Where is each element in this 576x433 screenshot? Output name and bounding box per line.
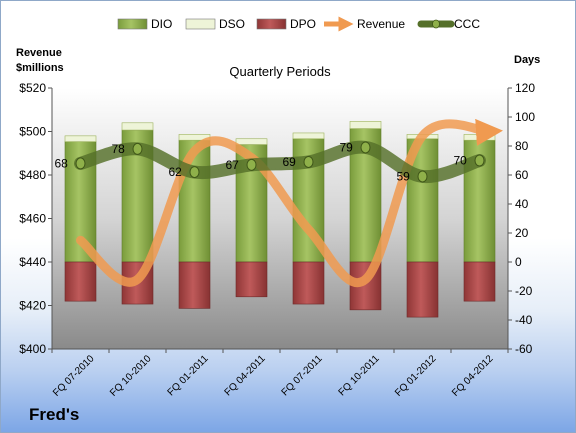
bar-dpo xyxy=(406,261,439,318)
right-tick-label: 40 xyxy=(515,197,529,211)
left-tick-label: $400 xyxy=(19,342,46,356)
ccc-marker xyxy=(360,141,371,154)
right-tick-label: 120 xyxy=(515,81,535,95)
bar-dpo xyxy=(235,261,268,298)
bar-dso xyxy=(121,122,154,131)
bar-dpo xyxy=(463,261,496,302)
bar-dpo xyxy=(178,261,211,309)
chart-title: Quarterly Periods xyxy=(229,64,331,79)
left-tick-label: $460 xyxy=(19,212,46,226)
legend-label: CCC xyxy=(454,17,480,31)
legend-label: DPO xyxy=(290,17,316,31)
ccc-marker xyxy=(189,166,200,179)
left-tick-label: $440 xyxy=(19,255,46,269)
left-axis-title: Revenue xyxy=(16,47,62,59)
right-tick-label: -20 xyxy=(515,284,533,298)
legend-label: Revenue xyxy=(357,17,405,31)
ccc-data-label: 69 xyxy=(283,155,297,169)
bar-dso xyxy=(349,121,382,129)
right-axis-title: Days xyxy=(514,54,540,66)
right-tick-label: -60 xyxy=(515,342,533,356)
company-name: Fred's xyxy=(29,405,80,424)
left-tick-label: $520 xyxy=(19,81,46,95)
x-tick-label: FQ 10-2011 xyxy=(337,353,382,398)
legend-label: DIO xyxy=(151,17,172,31)
ccc-line xyxy=(74,140,486,183)
right-tick-label: 100 xyxy=(515,110,535,124)
left-axis-title: $millions xyxy=(16,62,64,74)
x-tick-label: FQ 04-2012 xyxy=(450,353,496,399)
x-tick-label: FQ 04-2011 xyxy=(223,353,268,398)
revenue-line xyxy=(76,118,503,287)
ccc-data-label: 68 xyxy=(55,156,69,170)
bar-dso xyxy=(292,132,325,140)
x-tick-label: FQ 01-2012 xyxy=(393,353,439,399)
ccc-data-label: 59 xyxy=(397,169,411,183)
ccc-marker xyxy=(246,158,257,171)
ccc-data-label: 78 xyxy=(112,142,126,156)
ccc-data-label: 67 xyxy=(226,158,240,172)
left-tick-label: $500 xyxy=(19,125,46,139)
ccc-data-label: 79 xyxy=(340,140,354,154)
x-tick-label: FQ 07-2010 xyxy=(51,353,97,399)
legend-label: DSO xyxy=(219,17,245,31)
bar-dso xyxy=(235,138,268,145)
bar-dpo xyxy=(292,261,325,305)
right-tick-label: -40 xyxy=(515,313,533,327)
right-tick-label: 60 xyxy=(515,168,529,182)
ccc-data-label: 62 xyxy=(169,165,183,179)
x-tick-label: FQ 10-2010 xyxy=(108,353,154,399)
bar-dso xyxy=(64,135,97,142)
ccc-marker xyxy=(303,155,314,168)
left-tick-label: $420 xyxy=(19,299,46,313)
ccc-marker xyxy=(75,157,86,170)
ccc-marker xyxy=(132,142,143,155)
bar-dpo xyxy=(64,261,97,302)
ccc-data-label: 70 xyxy=(454,154,468,168)
legend-marker xyxy=(432,19,440,29)
ccc-marker xyxy=(417,170,428,183)
left-tick-label: $480 xyxy=(19,168,46,182)
x-tick-label: FQ 07-2011 xyxy=(280,353,325,398)
legend-swatch xyxy=(185,18,216,30)
legend-swatch xyxy=(256,18,287,30)
legend-swatch xyxy=(117,18,148,30)
x-tick-label: FQ 01-2011 xyxy=(166,353,211,398)
right-tick-label: 20 xyxy=(515,226,529,240)
right-tick-label: 0 xyxy=(515,255,522,269)
right-tick-label: 80 xyxy=(515,139,529,153)
ccc-marker xyxy=(474,154,485,167)
